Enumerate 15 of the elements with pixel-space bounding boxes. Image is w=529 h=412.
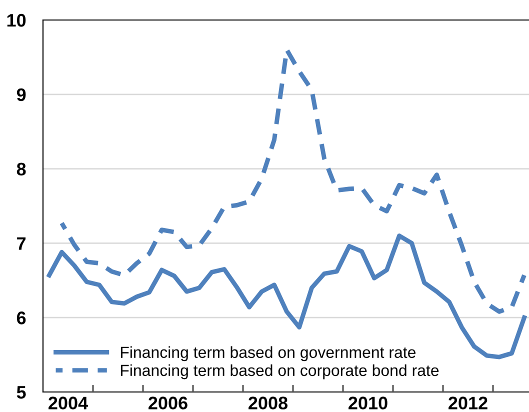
line-series [47,234,526,360]
y-tick-label: 9 [16,88,26,102]
y-tick-label: 5 [16,386,26,399]
y-tick-label: 6 [16,312,26,324]
line-series [60,48,526,314]
y-tick-label: 7 [17,237,26,250]
x-tick-label: 2012 [448,396,488,410]
x-tick-label: 2006 [148,396,188,410]
legend-label: Financing term based on corporate bond rate [120,364,439,380]
y-tick-label: 10 [7,14,26,27]
x-tick-label: 2004 [48,396,88,410]
y-tick-label: 8 [16,162,26,176]
legend-label: Financing term based on government rate [120,346,416,362]
x-tick-label: 2008 [248,396,288,410]
x-tick-label: 2010 [348,396,388,410]
